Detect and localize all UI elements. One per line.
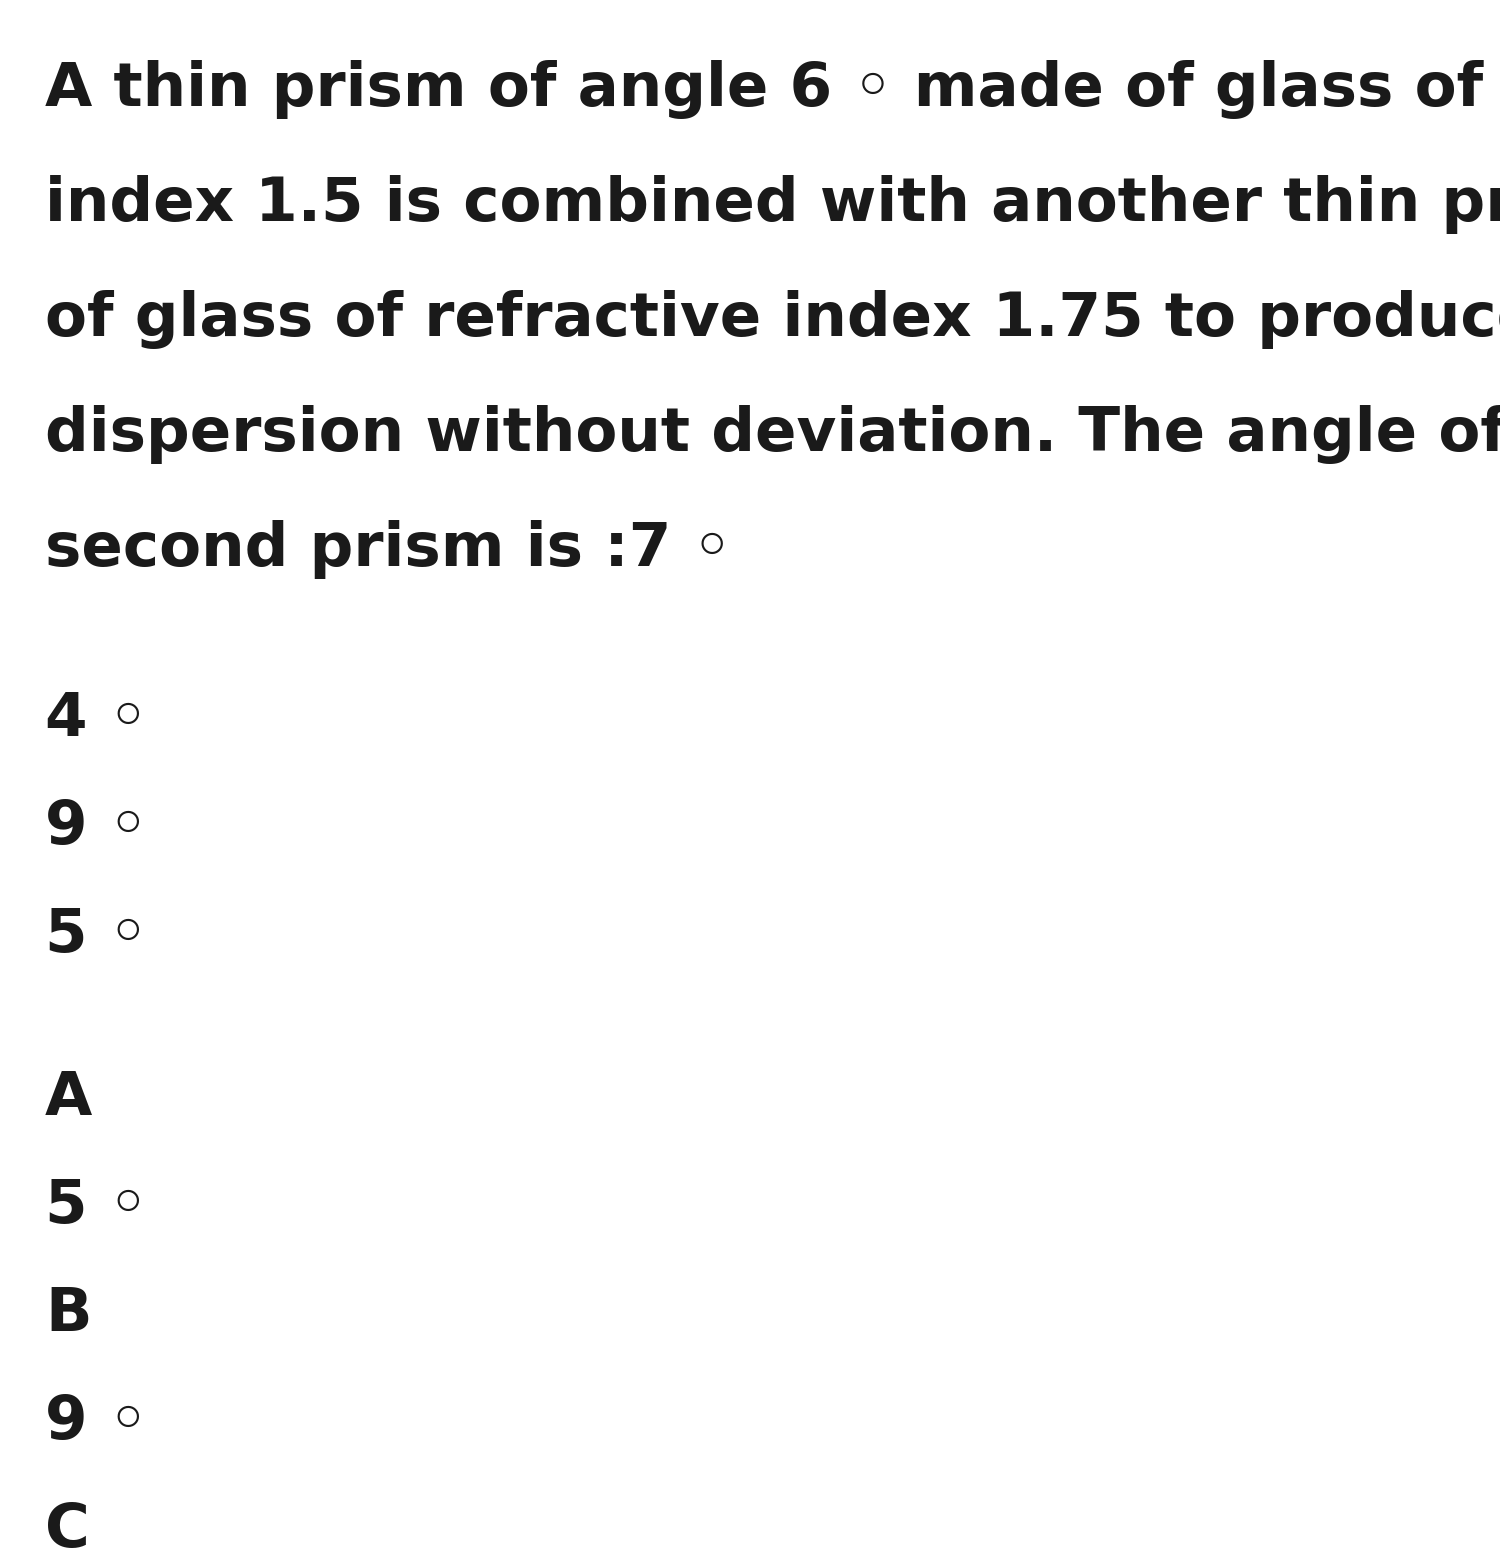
Text: C: C — [45, 1501, 90, 1560]
Text: of glass of refractive index 1.75 to produce: of glass of refractive index 1.75 to pro… — [45, 290, 1500, 350]
Text: A thin prism of angle 6 ◦ made of glass of refractive: A thin prism of angle 6 ◦ made of glass … — [45, 60, 1500, 119]
Text: 5 ◦: 5 ◦ — [45, 1178, 148, 1236]
Text: B: B — [45, 1286, 92, 1344]
Text: 9 ◦: 9 ◦ — [45, 1392, 148, 1452]
Text: A: A — [45, 1069, 93, 1127]
Text: dispersion without deviation. The angle of the: dispersion without deviation. The angle … — [45, 405, 1500, 464]
Text: 9 ◦: 9 ◦ — [45, 798, 148, 858]
Text: second prism is :7 ◦: second prism is :7 ◦ — [45, 521, 732, 579]
Text: 4 ◦: 4 ◦ — [45, 690, 148, 750]
Text: index 1.5 is combined with another thin prism made: index 1.5 is combined with another thin … — [45, 176, 1500, 234]
Text: 5 ◦: 5 ◦ — [45, 906, 148, 964]
